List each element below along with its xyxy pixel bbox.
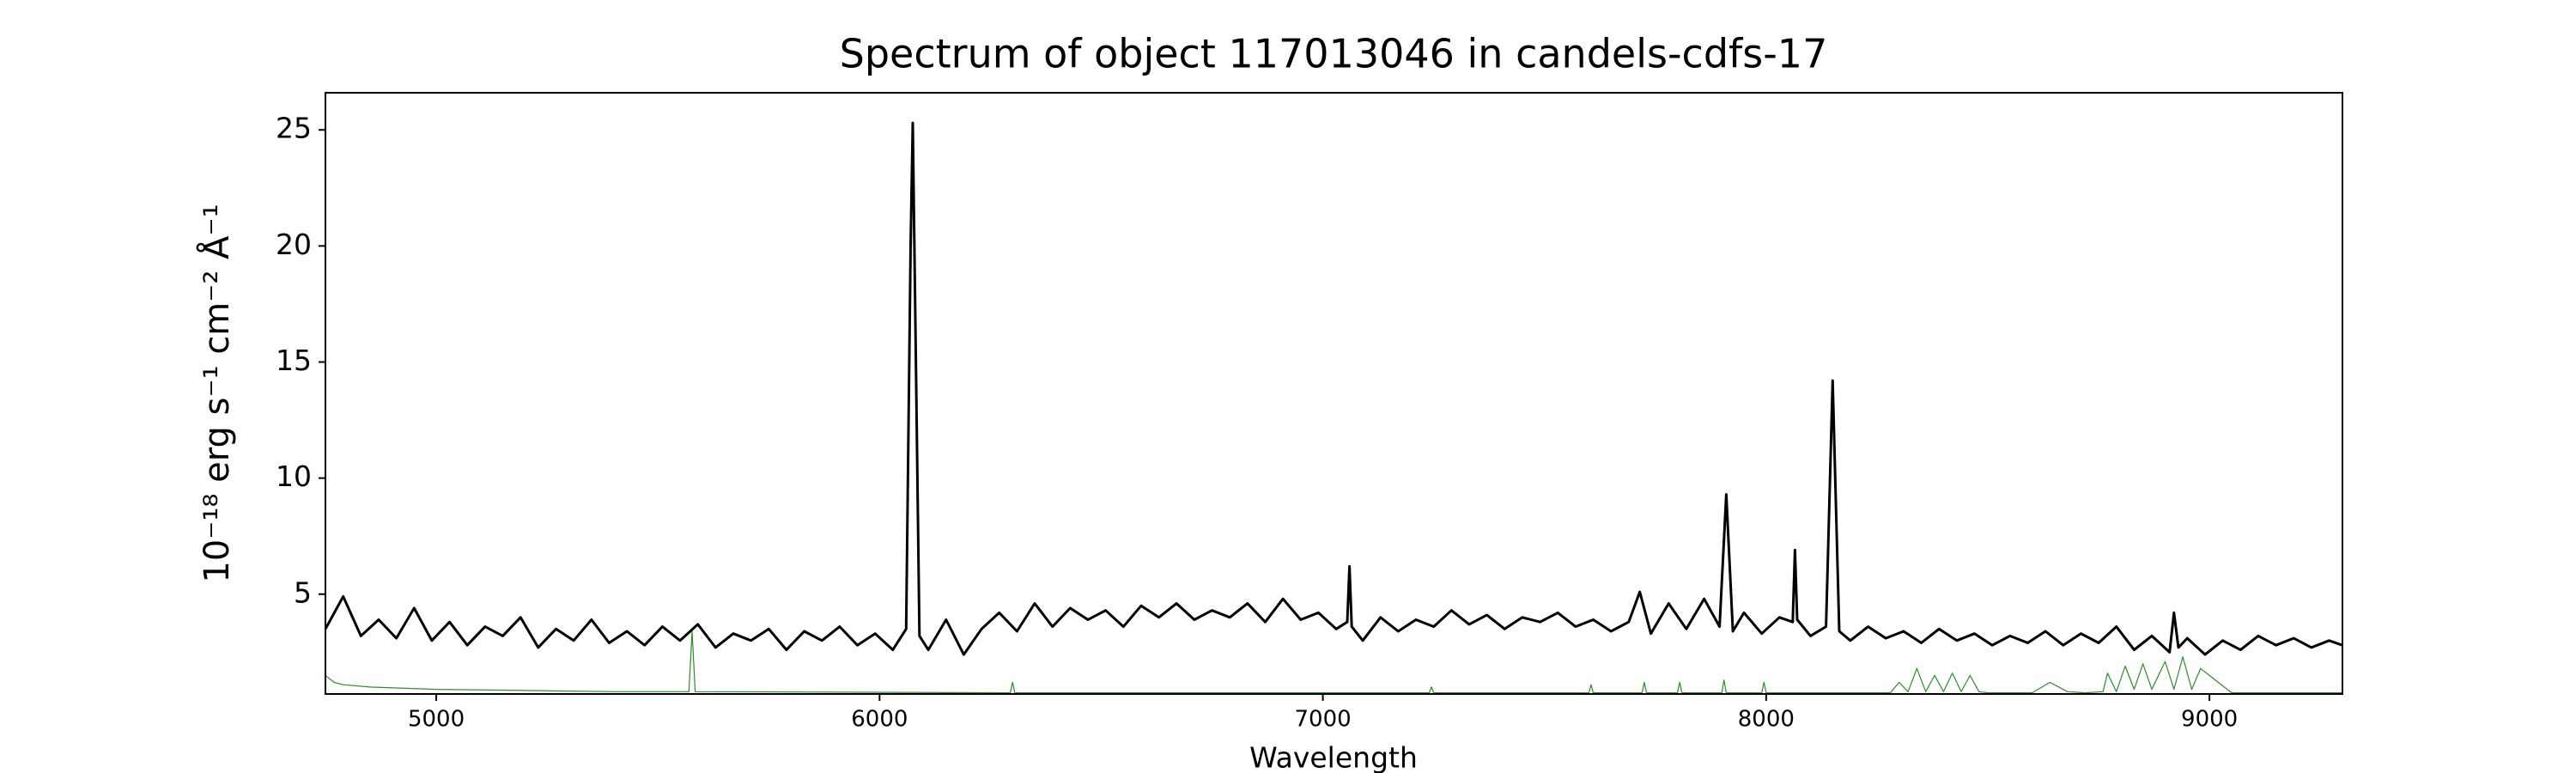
x-tick-label: 6000 [851,707,908,733]
x-tick-label: 5000 [408,707,465,733]
x-tick-label: 8000 [1738,707,1795,733]
y-tick-label: 10 [276,460,312,493]
spectrum-line [325,121,2342,656]
x-tick-label: 7000 [1295,707,1352,733]
x-tick-label: 9000 [2181,707,2238,733]
x-axis-label: Wavelength [1249,741,1418,773]
y-tick-label: 20 [276,228,312,261]
plot-area [325,121,2342,694]
spectrum-line [325,630,2342,694]
y-axis-label: 10⁻¹⁸ erg s⁻¹ cm⁻² Å⁻¹ [196,204,237,582]
axes-frame [325,92,2343,695]
y-tick-label: 5 [294,575,312,609]
y-tick-label: 25 [276,112,312,145]
y-tick-label: 15 [276,344,312,377]
chart-title: Spectrum of object 117013046 in candels-… [840,31,1828,77]
